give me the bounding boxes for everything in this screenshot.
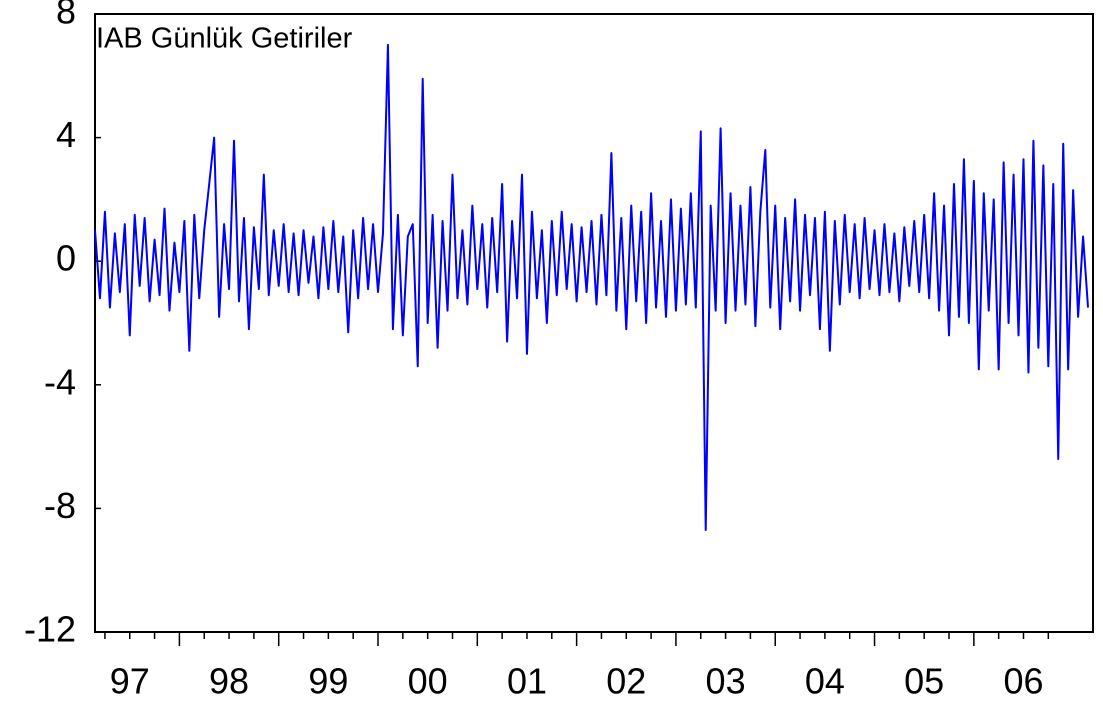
x-tick-label: 06 (1003, 661, 1043, 702)
y-tick-label: -4 (44, 361, 76, 402)
y-tick-label: 0 (56, 238, 76, 279)
x-tick-label: 00 (408, 661, 448, 702)
x-tick-label: 05 (904, 661, 944, 702)
y-tick-label: -12 (24, 609, 76, 650)
y-tick-label: -8 (44, 485, 76, 526)
x-tick-label: 97 (110, 661, 150, 702)
x-tick-label: 98 (209, 661, 249, 702)
y-tick-label: 8 (56, 0, 76, 32)
x-tick-label: 04 (805, 661, 845, 702)
plot-frame (94, 13, 1094, 633)
chart-title: IAB Günlük Getiriler (96, 23, 353, 55)
x-tick-label: 03 (706, 661, 746, 702)
x-tick-label: 99 (308, 661, 348, 702)
series-line (94, 43, 1090, 532)
x-tick-label: 02 (606, 661, 646, 702)
x-tick-label: 01 (507, 661, 547, 702)
y-tick-label: 4 (56, 114, 76, 155)
